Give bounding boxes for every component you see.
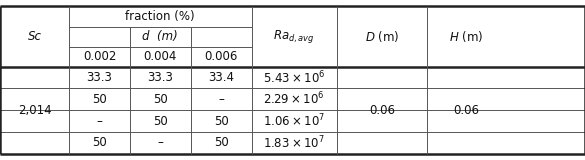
Text: $\mathit{H}\ \mathrm{(m)}$: $\mathit{H}\ \mathrm{(m)}$ xyxy=(449,29,484,44)
Text: 50: 50 xyxy=(153,115,168,128)
Text: $2.29\times10^{6}$: $2.29\times10^{6}$ xyxy=(263,91,325,108)
Text: 2,014: 2,014 xyxy=(18,104,51,117)
Text: $\mathit{D}\ \mathrm{(m)}$: $\mathit{D}\ \mathrm{(m)}$ xyxy=(365,29,399,44)
Text: 33.3: 33.3 xyxy=(87,71,112,84)
Text: 0.006: 0.006 xyxy=(204,50,238,63)
Text: 50: 50 xyxy=(153,93,168,106)
Text: $\mathit{Ra}_{d,avg}$: $\mathit{Ra}_{d,avg}$ xyxy=(273,28,315,45)
Text: 0.002: 0.002 xyxy=(82,50,116,63)
Text: –: – xyxy=(157,136,163,149)
Text: 50: 50 xyxy=(214,115,229,128)
Text: fraction (%): fraction (%) xyxy=(125,10,195,23)
Text: 0.06: 0.06 xyxy=(453,104,480,117)
Text: –: – xyxy=(97,115,102,128)
Text: –: – xyxy=(218,93,224,106)
Text: $1.06\times10^{7}$: $1.06\times10^{7}$ xyxy=(263,113,325,129)
Text: 33.3: 33.3 xyxy=(147,71,173,84)
Text: d  (m): d (m) xyxy=(142,30,178,43)
Text: $1.83\times10^{7}$: $1.83\times10^{7}$ xyxy=(263,134,325,151)
Text: 0.004: 0.004 xyxy=(143,50,177,63)
Text: 50: 50 xyxy=(92,93,107,106)
Text: $5.43\times10^{6}$: $5.43\times10^{6}$ xyxy=(263,69,325,86)
Text: 50: 50 xyxy=(92,136,107,149)
Text: Sc: Sc xyxy=(27,30,42,43)
Text: 0.06: 0.06 xyxy=(369,104,395,117)
Text: 33.4: 33.4 xyxy=(208,71,234,84)
Text: 50: 50 xyxy=(214,136,229,149)
